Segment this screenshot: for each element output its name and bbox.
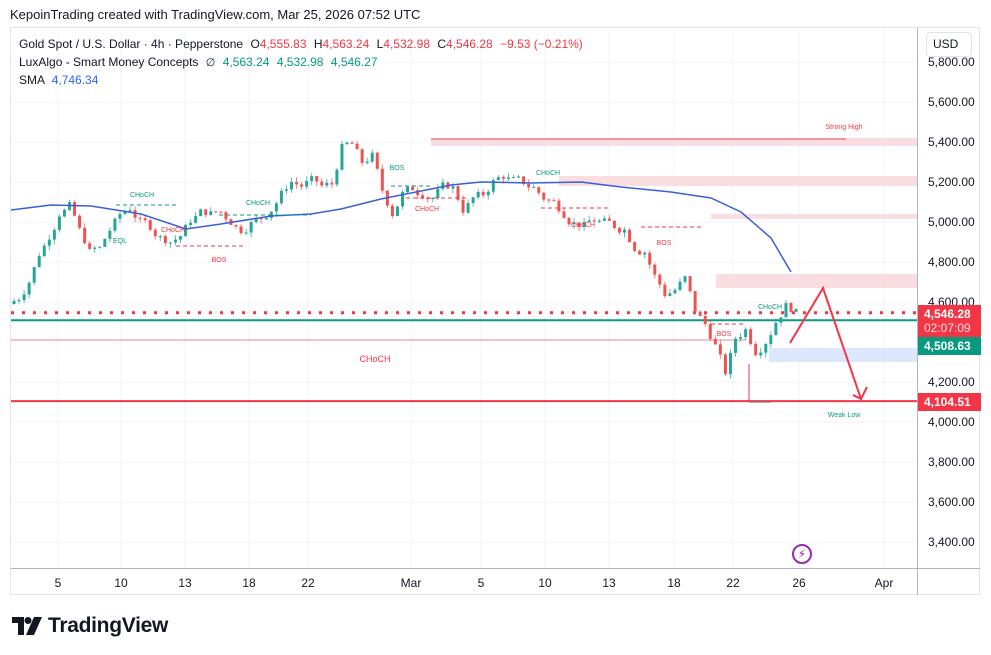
current-price-badge: 4,546.28 02:07:09 xyxy=(918,305,981,337)
smc-label: CHoCH xyxy=(757,304,783,311)
time-axis[interactable]: 5 10 13 18 22 Mar 5 10 13 18 22 26 Apr xyxy=(11,568,917,595)
price-tick: 3,400.00 xyxy=(928,535,975,549)
smc-label: CHoCH xyxy=(570,222,596,229)
smc-label: Strong High xyxy=(825,124,863,131)
indicator-value-3: 4,546.27 xyxy=(330,54,378,69)
time-tick: 18 xyxy=(242,576,256,590)
close-value: 4,546.28 xyxy=(446,37,493,51)
time-tick: Apr xyxy=(874,576,894,590)
plot-area[interactable]: CHoCH EQL CHoCH BOS CHoCH BOS CHoCH CHoCH CHoCH B… xyxy=(11,28,917,568)
indicator-value-2: 4,532.98 xyxy=(276,54,324,69)
chart-legend: Gold Spot / U.S. Dollar · 4h · Peppersto… xyxy=(19,36,583,90)
legend-sma-row[interactable]: SMA 4,746.34 xyxy=(19,72,583,90)
time-tick: 22 xyxy=(301,576,315,590)
time-tick: 13 xyxy=(602,576,616,590)
chart-container[interactable]: CHoCH EQL CHoCH BOS CHoCH BOS CHoCH CHoCH CHoCH B… xyxy=(10,27,981,595)
time-tick: 13 xyxy=(178,576,192,590)
smc-label: CHoCH xyxy=(245,200,271,207)
smc-label: Weak Low xyxy=(827,412,861,419)
high-label: H xyxy=(313,37,323,51)
red-level-badge: 4,104.51 xyxy=(918,393,981,411)
axis-corner xyxy=(917,568,980,595)
time-tick: Mar xyxy=(400,576,422,590)
price-tick: 4,800.00 xyxy=(928,255,975,269)
price-tick: 3,800.00 xyxy=(928,455,975,469)
green-level-badge: 4,508.63 xyxy=(918,337,981,355)
time-tick: 5 xyxy=(54,576,62,590)
smc-label: EQL xyxy=(112,238,128,245)
hidden-eye-icon[interactable]: ∅ xyxy=(205,56,216,69)
smc-label: CHoCH xyxy=(359,354,391,364)
smc-label: CHoCH xyxy=(160,227,186,234)
chart-credit: KepoinTrading created with TradingView.c… xyxy=(10,7,421,22)
low-label: L xyxy=(376,37,384,51)
tradingview-logo-icon xyxy=(12,617,42,635)
smc-label: CHoCH xyxy=(535,170,561,177)
change-value: −9.53 (−0.21%) xyxy=(500,37,583,51)
price-tick: 5,400.00 xyxy=(928,135,975,149)
lightning-event-icon[interactable]: ⚡ xyxy=(792,544,812,564)
time-tick: 10 xyxy=(114,576,128,590)
price-tick: 5,000.00 xyxy=(928,215,975,229)
symbol-name[interactable]: Gold Spot / U.S. Dollar · 4h · Peppersto… xyxy=(19,37,244,51)
time-tick: 10 xyxy=(538,576,552,590)
time-tick: 26 xyxy=(792,576,806,590)
logo-text: TradingView xyxy=(48,614,169,637)
smc-label: CHoCH xyxy=(129,192,155,199)
time-tick: 5 xyxy=(477,576,485,590)
price-tick: 4,000.00 xyxy=(928,415,975,429)
low-value: 4,532.98 xyxy=(383,37,430,51)
smc-label: BOS xyxy=(716,331,732,338)
sma-label[interactable]: SMA xyxy=(19,73,45,87)
indicator-value-1: 4,563.24 xyxy=(222,54,270,69)
price-tick: 5,800.00 xyxy=(928,55,975,69)
close-label: C xyxy=(437,37,447,51)
price-axis[interactable]: USD 5,800.00 5,600.00 5,400.00 5,200.00 5,00… xyxy=(917,28,981,568)
price-tick: 5,200.00 xyxy=(928,175,975,189)
current-price: 4,546.28 xyxy=(924,307,971,321)
legend-symbol-row[interactable]: Gold Spot / U.S. Dollar · 4h · Peppersto… xyxy=(19,36,583,54)
sma-value: 4,746.34 xyxy=(51,73,99,87)
candlestick-chart[interactable] xyxy=(11,28,917,568)
legend-indicator-row[interactable]: LuxAlgo - Smart Money Concepts ∅ 4,563.2… xyxy=(19,54,583,73)
smc-label: BOS xyxy=(656,240,672,247)
price-tick: 4,200.00 xyxy=(928,375,975,389)
smc-label: BOS xyxy=(389,165,405,172)
indicator-name[interactable]: LuxAlgo - Smart Money Concepts xyxy=(19,54,199,69)
price-tick: 5,600.00 xyxy=(928,95,975,109)
bar-countdown: 02:07:09 xyxy=(924,321,971,335)
open-label: O xyxy=(250,37,260,51)
time-tick: 18 xyxy=(667,576,681,590)
tradingview-logo[interactable]: TradingView xyxy=(12,614,168,638)
high-value: 4,563.24 xyxy=(322,37,370,51)
currency-selector[interactable]: USD xyxy=(926,32,972,57)
smc-label: CHoCH xyxy=(414,206,440,213)
open-value: 4,555.83 xyxy=(259,37,307,51)
price-tick: 3,600.00 xyxy=(928,495,975,509)
smc-label: BOS xyxy=(211,257,227,264)
time-tick: 22 xyxy=(726,576,740,590)
